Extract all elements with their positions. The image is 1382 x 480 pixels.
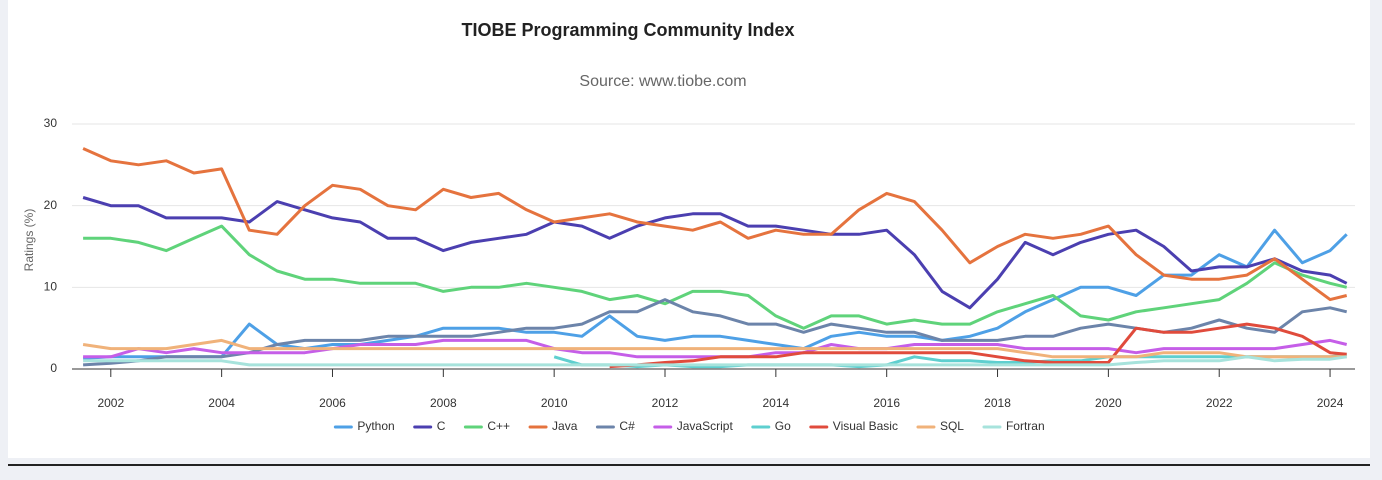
x-tick-label: 2016 xyxy=(873,396,900,410)
chart-subtitle: Source: www.tiobe.com xyxy=(579,73,746,90)
x-tick-label: 2008 xyxy=(430,396,457,410)
series-line xyxy=(83,355,1347,367)
x-tick-label: 2010 xyxy=(541,396,568,410)
y-tick-label: 30 xyxy=(44,116,58,130)
x-tick-label: 2002 xyxy=(97,396,124,410)
x-tick-label: 2020 xyxy=(1095,396,1122,410)
x-tick-label: 2004 xyxy=(208,396,235,410)
y-tick-label: 20 xyxy=(44,198,58,212)
series-line xyxy=(83,224,1348,330)
legend-label[interactable]: C xyxy=(437,419,446,433)
x-tick-label: 2022 xyxy=(1206,396,1233,410)
legend-label[interactable]: Visual Basic xyxy=(833,419,898,433)
chart-title: TIOBE Programming Community Index xyxy=(461,20,794,40)
x-tick-label: 2014 xyxy=(762,396,789,410)
x-tick-label: 2006 xyxy=(319,396,346,410)
legend-label[interactable]: Python xyxy=(357,419,394,433)
x-tick-label: 2024 xyxy=(1317,396,1344,410)
y-axis-label: Ratings (%) xyxy=(22,209,36,272)
y-tick-label: 10 xyxy=(44,280,58,294)
legend-label[interactable]: JavaScript xyxy=(677,419,734,433)
series-line xyxy=(82,338,1347,359)
legend-label[interactable]: SQL xyxy=(940,419,964,433)
legend-label[interactable]: Fortran xyxy=(1006,419,1045,433)
legend-label[interactable]: Go xyxy=(775,419,791,433)
legend-label[interactable]: Java xyxy=(552,419,578,433)
legend-label[interactable]: C# xyxy=(619,419,635,433)
x-tick-label: 2018 xyxy=(984,396,1011,410)
x-tick-label: 2012 xyxy=(652,396,679,410)
series-line xyxy=(609,322,1347,369)
y-tick-label: 0 xyxy=(50,361,57,375)
legend-label[interactable]: C++ xyxy=(487,419,510,433)
series-line xyxy=(82,196,1348,310)
series-line xyxy=(82,147,1348,302)
